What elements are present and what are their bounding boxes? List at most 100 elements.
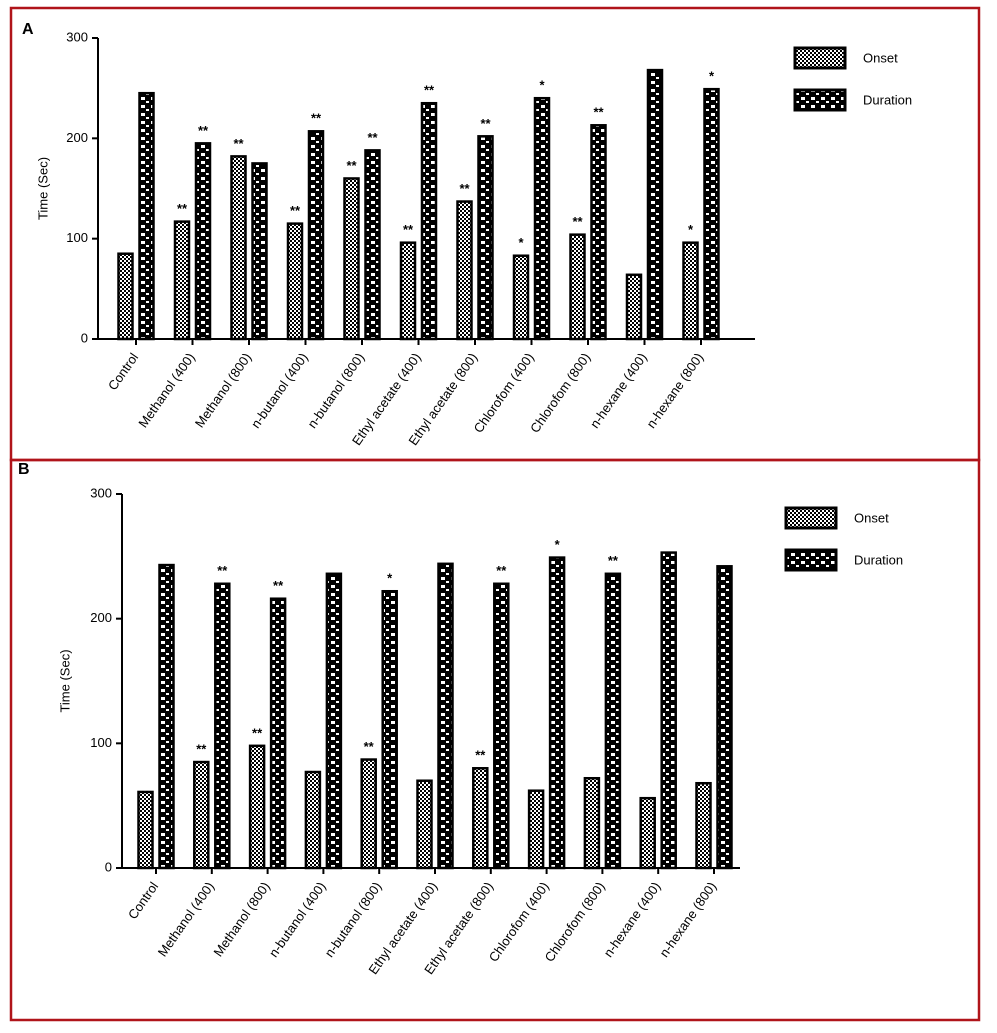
x-tick-label: n-butanol (400) [248, 350, 311, 431]
bar [117, 252, 134, 341]
x-tick-label: Control [105, 350, 141, 393]
x-tick-label: n-butanol (800) [304, 350, 367, 431]
bar [138, 91, 155, 341]
legend-swatch [784, 506, 838, 530]
bar [381, 589, 398, 870]
panel-label: B [18, 461, 30, 478]
bar [137, 790, 154, 870]
x-tick-label: n-hexane (400) [601, 879, 664, 960]
bar [269, 597, 287, 870]
significance-label: ** [424, 83, 435, 98]
bar [214, 582, 231, 870]
x-tick-label: n-butanol (800) [322, 879, 385, 960]
y-axis-label: Time (Sec) [57, 649, 72, 712]
significance-label: * [555, 537, 561, 552]
bar [437, 562, 454, 870]
bar [307, 130, 325, 341]
bar [548, 556, 566, 870]
bar [639, 796, 656, 870]
legend-swatch [784, 548, 838, 572]
legend-label: Duration [863, 92, 912, 107]
panel-frame [9, 458, 981, 1022]
significance-label: * [387, 571, 393, 586]
legend-label: Duration [854, 552, 903, 567]
bar [325, 572, 343, 870]
significance-label: ** [496, 563, 507, 578]
significance-label: * [518, 235, 524, 250]
significance-label: ** [364, 739, 375, 754]
significance-label: * [688, 222, 694, 237]
x-tick-label: n-hexane (400) [587, 350, 650, 431]
significance-label: ** [252, 725, 263, 740]
bar [194, 142, 212, 341]
legend-label: Onset [854, 510, 889, 525]
significance-label: ** [311, 111, 322, 126]
legend-swatch [793, 88, 847, 112]
x-tick-label: Chlorofom (800) [527, 350, 593, 436]
bar [456, 200, 473, 341]
x-tick-label: n-hexane (800) [656, 879, 719, 960]
x-tick-label: Methanol (800) [192, 350, 254, 430]
bar [230, 155, 247, 341]
bar [360, 758, 377, 870]
significance-label: ** [346, 158, 357, 173]
significance-label: ** [273, 578, 284, 593]
bar [646, 68, 664, 341]
bar [682, 241, 699, 341]
bar [158, 563, 175, 870]
x-tick-label: Chlorofom (400) [486, 879, 552, 965]
significance-label: ** [608, 553, 619, 568]
y-tick-label: 200 [90, 610, 112, 625]
legend-swatch [793, 46, 847, 70]
x-tick-label: Methanol (800) [210, 879, 272, 959]
x-tick-label: n-hexane (800) [643, 350, 706, 431]
panel-label: A [22, 21, 34, 38]
bar [716, 565, 733, 870]
significance-label: ** [403, 222, 414, 237]
bar [512, 254, 530, 341]
bar [173, 220, 191, 341]
bar [472, 767, 489, 870]
x-tick-label: n-butanol (400) [266, 879, 329, 960]
significance-label: ** [459, 181, 470, 196]
significance-label: ** [290, 203, 301, 218]
bar [286, 222, 304, 341]
significance-label: ** [198, 123, 209, 138]
bar [695, 781, 712, 870]
bar [343, 177, 360, 341]
significance-label: ** [475, 748, 486, 763]
x-tick-label: Methanol (400) [135, 350, 197, 430]
bar [364, 149, 381, 341]
significance-label: ** [593, 105, 604, 120]
bar [533, 96, 551, 341]
bar [193, 760, 210, 870]
y-tick-label: 300 [66, 29, 88, 44]
significance-label: * [709, 69, 715, 84]
significance-label: * [539, 78, 545, 93]
bar [625, 273, 643, 341]
significance-label: ** [480, 116, 491, 131]
y-tick-label: 0 [81, 330, 88, 345]
bar [416, 779, 433, 870]
significance-label: ** [177, 201, 188, 216]
legend-label: Onset [863, 50, 898, 65]
bar [703, 87, 720, 341]
significance-label: ** [572, 214, 583, 229]
x-tick-label: Control [125, 879, 161, 922]
bar [477, 135, 494, 341]
x-tick-label: Chlorofom (400) [471, 350, 537, 436]
significance-label: ** [367, 130, 378, 145]
bar [251, 162, 268, 341]
bar [527, 789, 545, 870]
y-tick-label: 100 [90, 735, 112, 750]
bar [660, 551, 677, 870]
bar [304, 770, 322, 870]
x-tick-label: Methanol (400) [155, 879, 217, 959]
x-tick-label: Chlorofom (800) [542, 879, 608, 965]
significance-label: ** [233, 136, 244, 151]
bar [604, 572, 622, 870]
significance-label: ** [217, 563, 228, 578]
bar [248, 744, 266, 870]
bar [493, 582, 510, 870]
